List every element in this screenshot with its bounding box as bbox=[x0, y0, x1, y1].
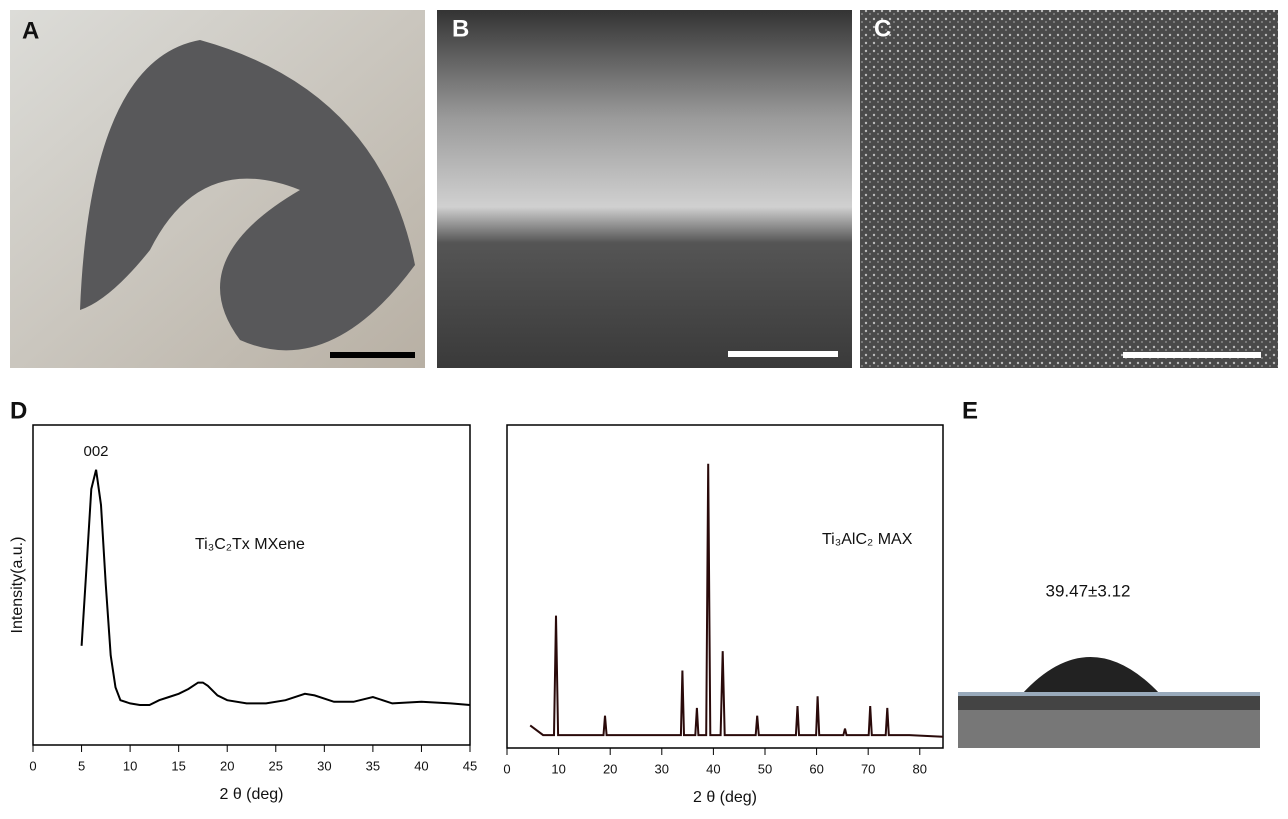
x-axis-label: 2 θ (deg) bbox=[219, 786, 283, 803]
x-tick-label: 40 bbox=[414, 758, 428, 773]
x-tick-label: 20 bbox=[603, 761, 617, 776]
x-axis-label: 2 θ (deg) bbox=[693, 789, 757, 806]
x-tick-label: 10 bbox=[551, 761, 565, 776]
x-tick-label: 45 bbox=[463, 758, 477, 773]
x-tick-label: 50 bbox=[758, 761, 772, 776]
x-tick-label: 0 bbox=[503, 761, 510, 776]
droplet-image bbox=[958, 657, 1260, 748]
x-tick-label: 0 bbox=[29, 758, 36, 773]
series-label: Ti₃C₂Tx MXene bbox=[195, 536, 305, 553]
y-axis-label: Intensity(a.u.) bbox=[9, 537, 26, 634]
sem-c bbox=[860, 10, 1278, 368]
x-tick-label: 15 bbox=[171, 758, 185, 773]
x-tick-label: 30 bbox=[655, 761, 669, 776]
xrd-line bbox=[80, 469, 471, 706]
x-tick-label: 20 bbox=[220, 758, 234, 773]
x-tick-label: 35 bbox=[366, 758, 380, 773]
x-tick-label: 40 bbox=[706, 761, 720, 776]
sem-b bbox=[437, 10, 852, 368]
charts: 0 5 10 15 20 25 30 35 40 45 2 θ (deg) Intensity(a.u… bbox=[9, 424, 944, 806]
panel-label: E bbox=[962, 397, 978, 424]
x-tick-label: 60 bbox=[809, 761, 823, 776]
x-tick-label: 80 bbox=[913, 761, 927, 776]
x-tick-label: 5 bbox=[78, 758, 85, 773]
x-tick-label: 70 bbox=[861, 761, 875, 776]
x-tick-label: 30 bbox=[317, 758, 331, 773]
contact-angle: 39.47±3.12 bbox=[1046, 581, 1131, 600]
series-label: Ti₃AlC₂ MAX bbox=[822, 531, 913, 548]
x-tick-label: 10 bbox=[123, 758, 137, 773]
photo-a bbox=[10, 10, 425, 368]
x-tick-label: 25 bbox=[269, 758, 283, 773]
plot-frame bbox=[506, 424, 944, 749]
panel-label: A bbox=[22, 17, 39, 44]
peak-label: 002 bbox=[83, 443, 108, 460]
plot-frame bbox=[32, 424, 471, 746]
panel-label: C bbox=[874, 15, 891, 42]
panel-label: B bbox=[452, 15, 469, 42]
panel-label: D bbox=[10, 397, 27, 424]
xrd-line bbox=[529, 463, 944, 738]
